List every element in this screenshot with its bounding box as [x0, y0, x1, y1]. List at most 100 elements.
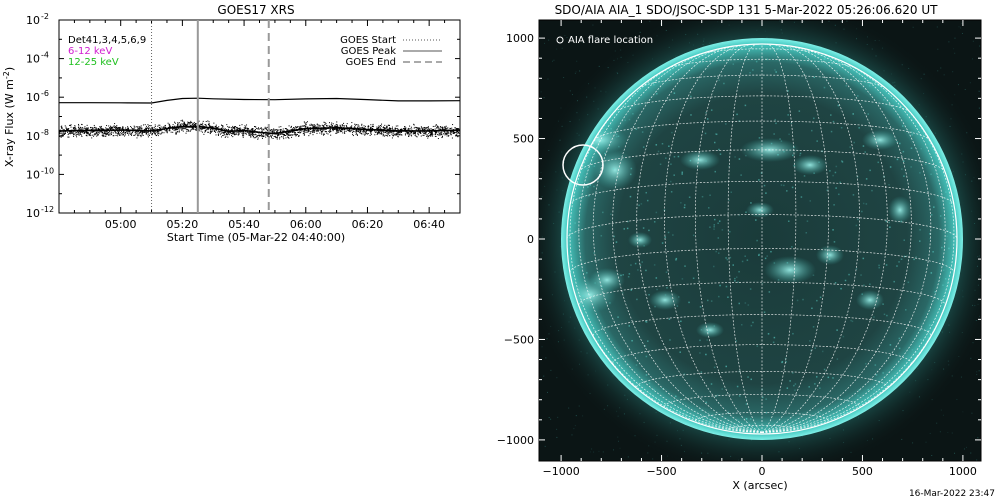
goes-noise-dot: [300, 131, 302, 133]
disk-texture-dot: [878, 264, 880, 267]
goes-noise-dot: [172, 128, 174, 130]
goes-noise-dot: [404, 126, 406, 128]
goes-noise-dot: [114, 127, 116, 129]
goes-noise-dot: [182, 120, 184, 122]
goes-noise-dot: [195, 129, 197, 131]
goes-noise-dot: [317, 125, 319, 127]
disk-texture-dot: [915, 256, 918, 258]
disk-texture-dot: [670, 163, 672, 165]
goes-noise-dot: [288, 137, 290, 139]
goes-noise-dot: [185, 125, 187, 127]
goes-noise-dot: [154, 133, 156, 135]
goes-noise-dot: [378, 133, 380, 135]
goes-noise-dot: [140, 136, 142, 138]
goes-noise-dot: [201, 131, 203, 133]
goes-noise-dot: [282, 136, 284, 138]
disk-texture-dot: [628, 118, 631, 121]
goes-noise-dot: [180, 127, 182, 129]
goes-noise-dot: [263, 135, 265, 137]
disk-texture-dot: [704, 132, 707, 135]
goes-noise-dot: [79, 128, 81, 130]
active-region: [628, 232, 652, 248]
goes-noise-dot: [431, 129, 433, 131]
goes-noise-dot: [253, 134, 255, 136]
disk-texture-dot: [644, 345, 647, 347]
goes-noise-dot: [446, 131, 448, 133]
goes-noise-dot: [279, 138, 281, 140]
goes-noise-dot: [360, 132, 362, 134]
goes-noise-dot: [272, 137, 274, 139]
disk-texture-dot: [816, 299, 818, 302]
goes-noise-dot: [61, 134, 63, 136]
goes-noise-dot: [399, 132, 401, 134]
goes-noise-dot: [244, 133, 246, 135]
goes-noise-dot: [235, 126, 237, 128]
goes-noise-dot: [107, 128, 109, 130]
disk-texture-dot: [645, 269, 647, 272]
goes-noise-dot: [233, 131, 235, 133]
disk-texture-dot: [707, 299, 709, 302]
goes-noise-dot: [207, 129, 209, 131]
goes-noise-dot: [238, 128, 240, 130]
goes-noise-dot: [232, 127, 234, 129]
goes-noise-dot: [81, 131, 83, 133]
disk-texture-dot: [719, 153, 722, 155]
disk-texture-dot: [713, 325, 716, 327]
goes-noise-dot: [441, 131, 443, 133]
goes-noise-dot: [394, 128, 396, 130]
disk-texture-dot: [740, 174, 742, 176]
goes-noise-dot: [208, 123, 210, 125]
aia-noise-dot: [947, 432, 949, 434]
disk-texture-dot: [886, 314, 888, 317]
goes-noise-dot: [109, 134, 111, 136]
disk-texture-dot: [626, 227, 629, 230]
aia-noise-dot: [557, 416, 559, 418]
goes-noise-dot: [144, 131, 146, 133]
goes-noise-dot: [428, 136, 430, 138]
goes-noise-dot: [61, 127, 63, 129]
goes-noise-dot: [439, 126, 441, 128]
goes-noise-dot: [251, 128, 253, 130]
goes-noise-dot: [299, 127, 301, 129]
goes-noise-dot: [277, 134, 279, 136]
goes-noise-dot: [386, 127, 388, 129]
goes-noise-dot: [195, 128, 197, 130]
goes-noise-dot: [135, 133, 137, 135]
goes-noise-dot: [124, 135, 126, 137]
goes-noise-dot: [284, 128, 286, 130]
goes-noise-dot: [322, 133, 324, 135]
aia-annotation: AIA flare location: [556, 35, 653, 46]
disk-texture-dot: [768, 44, 771, 46]
aia-noise-dot: [971, 412, 973, 414]
goes-noise-dot: [198, 130, 200, 132]
disk-texture-dot: [903, 255, 906, 258]
goes-noise-dot: [257, 134, 259, 136]
goes-noise-dot: [363, 130, 365, 132]
energy-label-detectors: Det41,3,4,5,6,9: [68, 35, 146, 46]
disk-texture-dot: [586, 272, 588, 274]
goes-noise-dot: [209, 125, 211, 127]
aia-noise-dot: [564, 35, 566, 37]
goes-noise-dot: [177, 122, 179, 124]
goes-noise-dot: [200, 128, 202, 130]
disk-texture-dot: [714, 170, 717, 173]
disk-texture-dot: [900, 220, 903, 223]
goes-noise-dot: [348, 129, 350, 131]
goes-noise-dot: [209, 132, 211, 134]
goes-noise-dot: [318, 128, 320, 130]
aia-x-tick-label: 1000: [949, 465, 977, 478]
goes-noise-dot: [227, 129, 229, 131]
disk-texture-dot: [664, 294, 667, 296]
disk-texture-dot: [796, 299, 799, 302]
goes-noise-dot: [440, 134, 442, 136]
disk-texture-dot: [889, 166, 892, 168]
goes-noise-dot: [198, 120, 200, 122]
goes-noise-dot: [252, 134, 254, 136]
disk-texture-dot: [715, 395, 717, 397]
goes-noise-dot: [222, 135, 224, 137]
goes-noise-dot: [144, 124, 146, 126]
goes-noise-dot: [183, 125, 185, 127]
goes-noise-dot: [361, 126, 363, 128]
goes-noise-dot: [257, 128, 259, 130]
